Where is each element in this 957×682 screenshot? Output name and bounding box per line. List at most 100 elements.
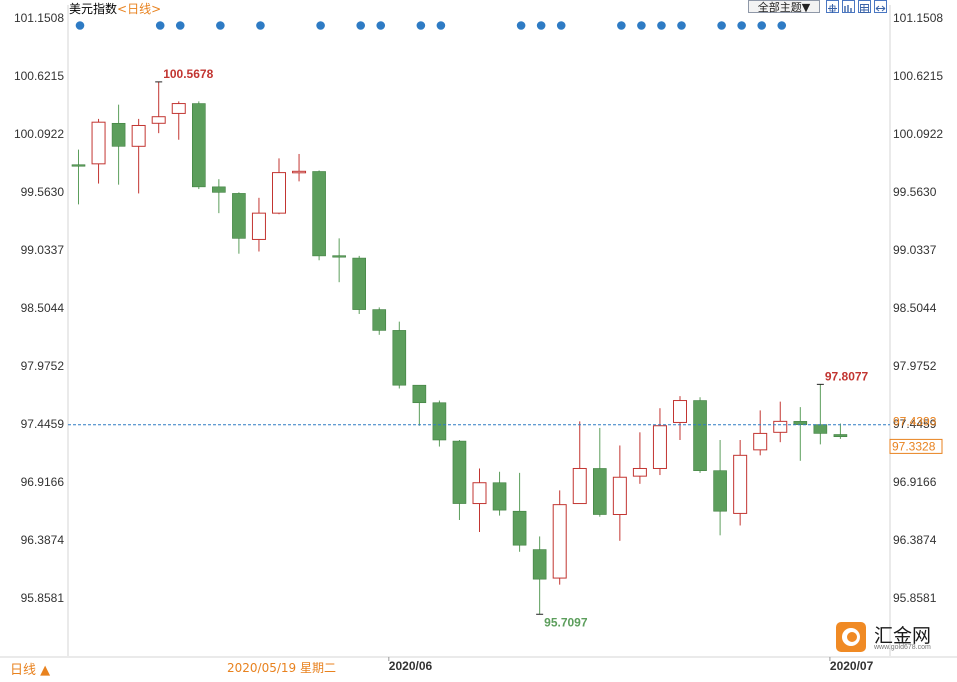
event-dot: [536, 21, 546, 30]
candle-body-down: [312, 171, 326, 257]
period-toggle[interactable]: 日线 ▲: [10, 663, 51, 678]
y-tick-label-right: 99.5630: [893, 185, 937, 199]
y-tick-label-right: 96.3874: [893, 533, 937, 547]
indicator-tool-icon[interactable]: [842, 0, 855, 13]
high-annotation-label: 97.8077: [825, 369, 869, 383]
expand-tool-icon[interactable]: [874, 0, 887, 13]
candle-body-up: [292, 170, 307, 174]
y-tick-label-left: 101.1508: [14, 11, 64, 25]
candle-body-up: [472, 482, 487, 505]
y-tick-label-right: 96.9166: [893, 475, 937, 489]
x-month-label: 2020/07: [830, 659, 874, 673]
candle-body-down: [693, 400, 707, 471]
instrument-name: 美元指数: [69, 2, 118, 16]
candle-body-down: [111, 122, 126, 147]
event-dot: [556, 21, 566, 30]
event-dot: [256, 21, 265, 30]
last-price-tag-label: 97.3328: [892, 439, 936, 453]
candle-body-down: [372, 309, 387, 331]
event-dot: [416, 21, 426, 30]
event-dot: [737, 21, 746, 30]
y-tick-label-right: 99.0337: [893, 243, 937, 257]
candle-body-up: [272, 172, 286, 214]
y-tick-label-left: 100.0922: [14, 127, 64, 141]
candle-body-up: [612, 476, 627, 516]
chart-title: 美元指数<日线>: [69, 0, 161, 17]
logo-url: www.gold678.com: [874, 644, 931, 651]
candle-body-down: [332, 255, 346, 258]
candle-body-up: [552, 504, 567, 579]
event-dot: [216, 21, 225, 30]
candle-body-down: [192, 103, 206, 188]
event-dot: [175, 21, 185, 30]
event-dot: [75, 21, 85, 30]
event-dot: [677, 21, 686, 30]
y-tick-label-left: 99.0337: [21, 243, 65, 257]
candle-body-up: [632, 467, 647, 477]
y-tick-label-right: 101.1508: [893, 11, 943, 25]
candle-body-up: [131, 124, 146, 147]
candle-body-down: [793, 421, 808, 425]
y-tick-label-right: 100.6215: [893, 69, 943, 83]
candle-body-up: [171, 103, 186, 114]
candle-body-down: [833, 434, 848, 438]
y-tick-label-right: 100.0922: [893, 127, 943, 141]
high-annotation-label: 100.5678: [163, 67, 213, 81]
candle-body-down: [512, 510, 527, 546]
y-tick-label-left: 96.9166: [21, 475, 65, 489]
candle-body-up: [652, 425, 667, 469]
candle-body-down: [412, 384, 427, 404]
event-dot: [376, 21, 386, 30]
candle-body-down: [212, 186, 226, 193]
reference-price-label: 97.4393: [893, 415, 937, 429]
candle-body-down: [432, 402, 447, 441]
event-dot: [617, 21, 626, 30]
y-tick-label-left: 100.6215: [14, 69, 64, 83]
y-tick-label-left: 96.3874: [21, 533, 65, 547]
candle-body-down: [813, 424, 828, 434]
event-dot: [757, 21, 766, 30]
theme-dropdown-button[interactable]: 全部主题▼: [748, 0, 820, 14]
candle-body-down: [71, 164, 86, 167]
logo-badge-icon: [836, 622, 866, 652]
period-label[interactable]: <日线>: [117, 2, 162, 16]
candle-body-up: [753, 432, 768, 451]
event-dot: [316, 21, 325, 30]
crosshair-tool-icon[interactable]: [826, 0, 839, 13]
y-tick-label-left: 97.9752: [21, 359, 65, 373]
candle-body-up: [773, 420, 788, 433]
y-tick-label-left: 95.8581: [21, 591, 65, 605]
candle-body-up: [673, 400, 687, 423]
event-dot: [717, 21, 726, 30]
candle-body-up: [572, 467, 587, 505]
event-dot: [155, 21, 165, 30]
event-dot: [356, 21, 366, 30]
table-tool-icon[interactable]: [858, 0, 871, 13]
event-dot: [516, 21, 526, 30]
cursor-date-label: 2020/05/19 星期二: [227, 661, 336, 675]
logo-name: 汇金网: [874, 625, 932, 647]
candle-body-down: [392, 330, 407, 386]
last-price-tag-box: [889, 438, 943, 454]
event-dot: [637, 21, 646, 30]
candle-body-down: [452, 440, 467, 504]
y-tick-label-right: 95.8581: [893, 591, 937, 605]
y-tick-label-right: 97.9752: [893, 359, 937, 373]
y-tick-label-left: 99.5630: [21, 185, 65, 199]
candle-body-down: [352, 257, 367, 310]
y-tick-label-right: 97.4459: [893, 417, 937, 431]
y-tick-label-left: 98.5044: [21, 301, 65, 315]
candle-body-down: [592, 468, 607, 515]
candle-body-up: [251, 212, 266, 240]
candle-body-down: [532, 549, 547, 580]
candle-body-up: [151, 116, 166, 124]
x-month-label: 2020/06: [389, 659, 433, 673]
event-dot: [657, 21, 666, 30]
candle-body-down: [492, 482, 507, 511]
y-tick-label-right: 98.5044: [893, 301, 937, 315]
candle-body-up: [733, 454, 748, 514]
event-dot: [436, 21, 446, 30]
candle-body-down: [232, 193, 246, 239]
